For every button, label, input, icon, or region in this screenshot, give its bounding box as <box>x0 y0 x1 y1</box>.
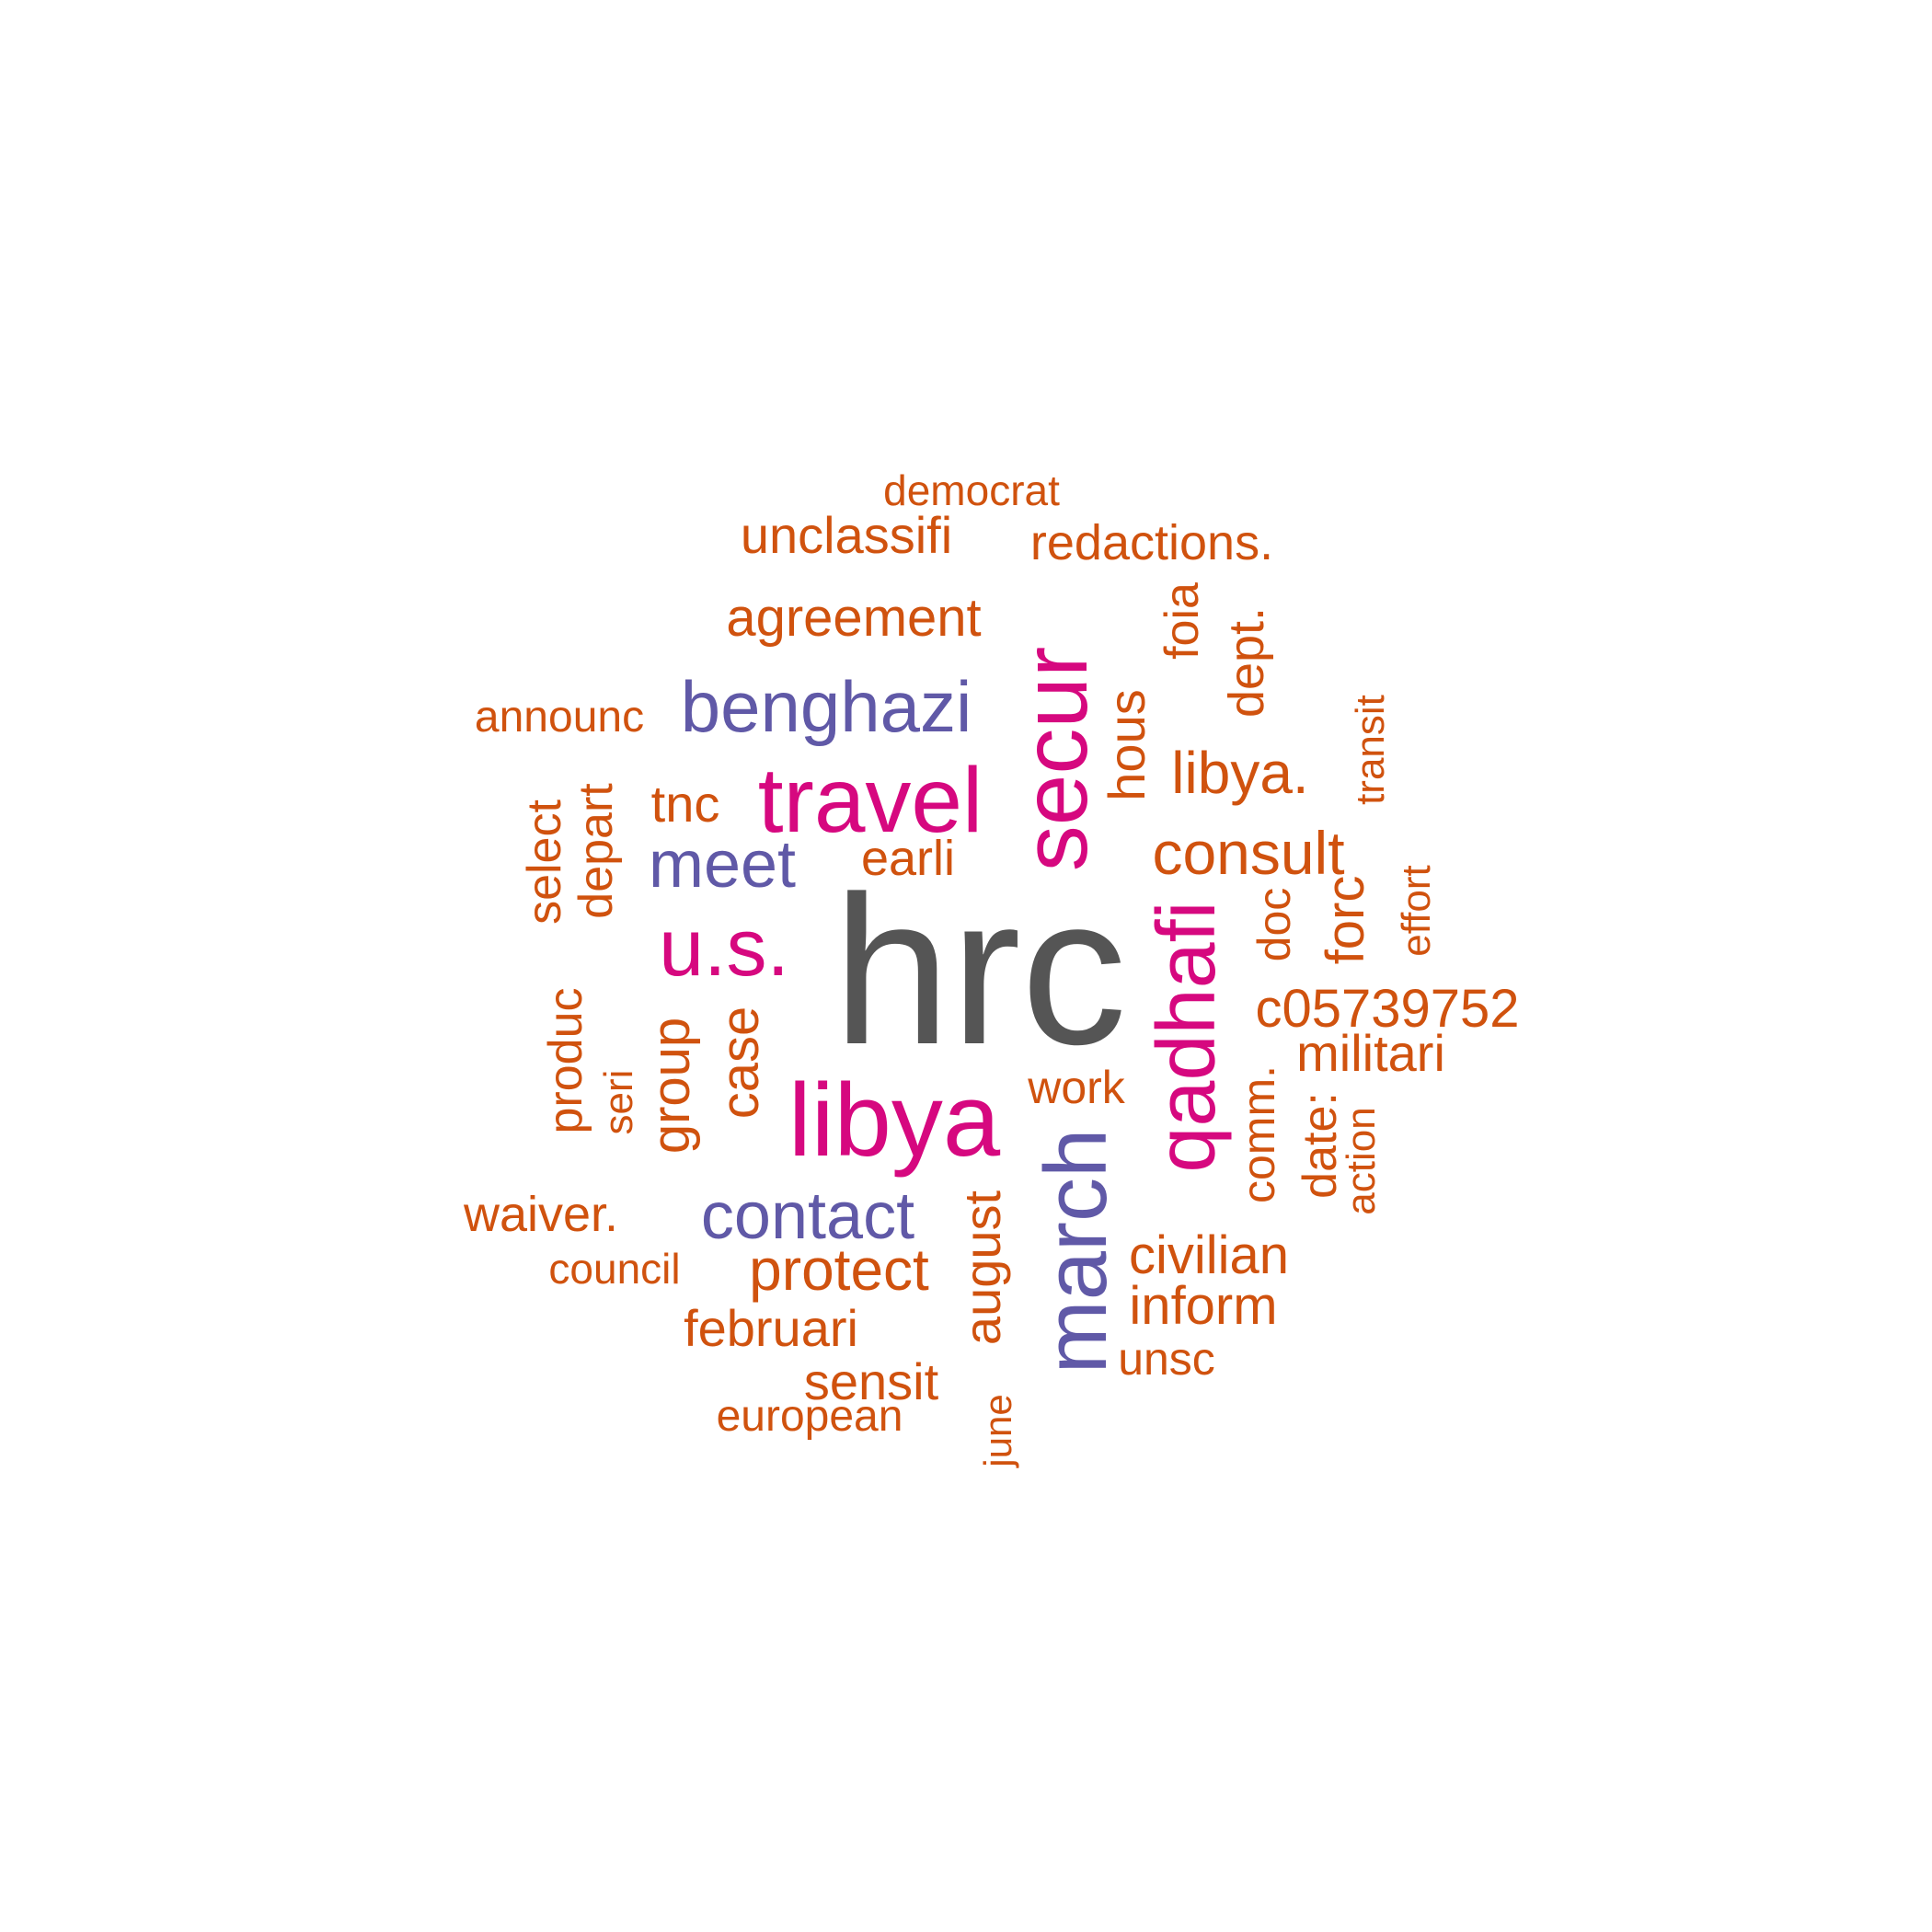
word-foia: foia <box>1156 582 1209 660</box>
word-unsc: unsc <box>1118 1333 1215 1385</box>
word-depart: depart <box>569 783 623 919</box>
word-civilian: civilian <box>1128 1225 1290 1285</box>
word-hous: hous <box>1098 689 1156 801</box>
word-effort: effort <box>1394 865 1439 957</box>
word-benghazi: benghazi <box>680 666 972 747</box>
word-democrat: democrat <box>883 466 1060 514</box>
word-announc: announc <box>474 693 645 742</box>
word-doc: doc <box>1248 887 1300 962</box>
word-qadhafi: qadhafi <box>1141 901 1233 1173</box>
word-redactions: redactions. <box>1029 515 1274 570</box>
word-unclassifi: unclassifi <box>740 506 953 564</box>
word-group: group <box>641 1017 701 1155</box>
word-secur: secur <box>1004 646 1107 872</box>
word-libya: libya <box>788 1063 1001 1178</box>
word-tnc: tnc <box>650 775 720 833</box>
word-waiver: waiver. <box>463 1187 619 1242</box>
word-march: march <box>1027 1128 1125 1374</box>
word-sensit: sensit <box>803 1352 939 1410</box>
word-travel: travel <box>757 749 983 852</box>
word-contact: contact <box>700 1179 915 1253</box>
word-dept: dept. <box>1219 606 1274 719</box>
word-februari: februari <box>684 1299 858 1357</box>
word-council: council <box>548 1245 681 1293</box>
word-action: action <box>1339 1107 1384 1215</box>
word-hrc: hrc <box>833 852 1127 1088</box>
word-c05739752: c05739752 <box>1255 979 1520 1039</box>
word-militari: militari <box>1296 1024 1445 1082</box>
word-libya: libya. <box>1171 740 1309 806</box>
word-earli: earli <box>860 831 956 886</box>
word-comm: comm. <box>1233 1065 1284 1203</box>
word-work: work <box>1028 1062 1125 1113</box>
word-protect: protect <box>749 1236 929 1303</box>
word-june: june <box>976 1394 1019 1467</box>
word-inform: inform <box>1129 1276 1278 1336</box>
word-transit: transit <box>1348 695 1393 805</box>
word-seri: seri <box>596 1069 641 1135</box>
word-select: select <box>518 799 571 925</box>
word-agreement: agreement <box>726 588 982 648</box>
word-meet: meet <box>648 828 797 902</box>
word-produc: produc <box>539 987 592 1134</box>
word-date: date: <box>1294 1092 1347 1199</box>
word-case: case <box>710 1006 770 1120</box>
word-us: u.s. <box>659 902 789 993</box>
word-consult: consult <box>1152 819 1345 887</box>
word-forc: forc <box>1316 875 1375 965</box>
word-european: european <box>716 1392 903 1441</box>
word-august: august <box>953 1190 1011 1346</box>
